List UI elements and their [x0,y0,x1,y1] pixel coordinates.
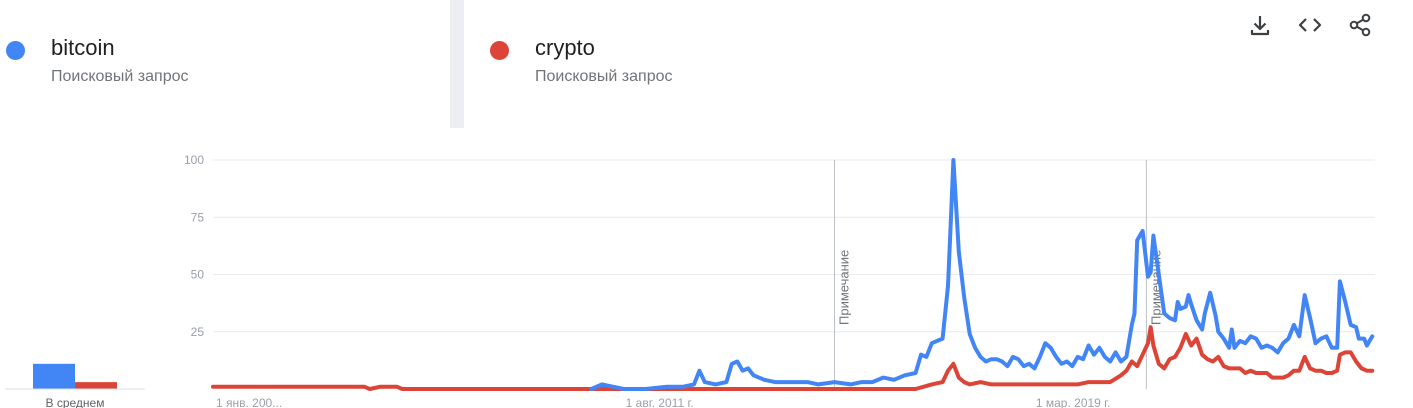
term-divider [450,0,464,128]
x-tick-label: 1 авг. 2011 г. [626,396,694,408]
embed-button[interactable] [1295,10,1325,40]
term-card-crypto[interactable]: crypto Поисковый запрос [464,0,904,128]
y-tick-label: 100 [184,153,204,167]
share-button[interactable] [1345,10,1375,40]
series-line-crypto[interactable] [211,325,1375,391]
bitcoin-color-dot [6,41,25,60]
download-icon [1250,16,1270,36]
term-type: Поисковый запрос [535,68,673,85]
share-icon [1349,13,1371,37]
average-bar-crypto [75,382,117,389]
average-panel: В среднем [5,363,145,408]
y-tick-label: 25 [191,325,205,339]
code-icon [1298,18,1322,32]
y-tick-label: 50 [191,268,205,282]
term-type: Поисковый запрос [51,68,189,85]
average-label: В среднем [46,396,105,408]
term-card-bitcoin[interactable]: bitcoin Поисковый запрос [0,0,448,128]
download-button[interactable] [1245,10,1275,40]
term-name[interactable]: bitcoin [51,35,115,60]
annotation-label[interactable]: Примечание [837,250,852,325]
crypto-color-dot [490,41,509,60]
average-bar-bitcoin [33,363,75,389]
series-line-bitcoin[interactable] [589,158,1375,391]
term-name[interactable]: crypto [535,35,595,60]
y-tick-label: 75 [191,210,205,224]
x-tick-label: 1 янв. 200... [216,396,282,408]
x-tick-label: 1 мар. 2019 г. [1036,396,1111,408]
